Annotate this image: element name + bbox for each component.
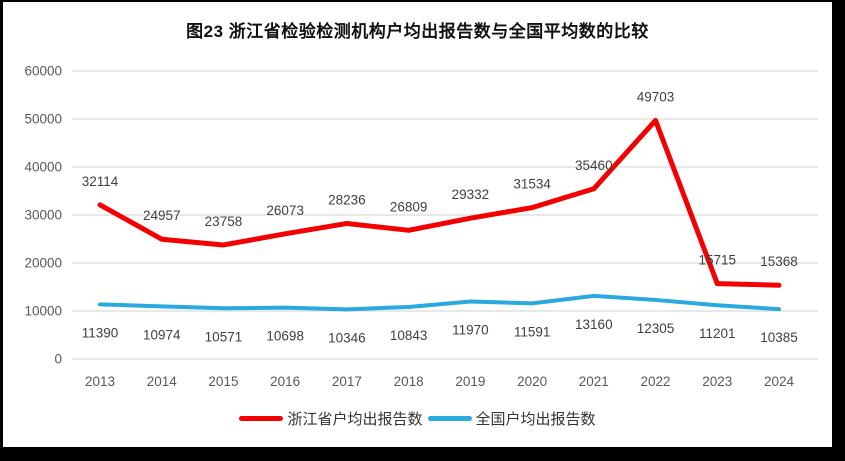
chart-title: 图23 浙江省检验检测机构户均出报告数与全国平均数的比较 [186, 22, 649, 41]
y-axis-tick-label: 20000 [24, 256, 62, 271]
data-label: 10843 [390, 328, 428, 343]
data-label: 10385 [760, 330, 798, 345]
data-label: 10346 [328, 330, 366, 345]
x-axis-tick-label: 2016 [270, 374, 300, 389]
data-label: 24957 [143, 208, 181, 223]
chart-area: 图23 浙江省检验检测机构户均出报告数与全国平均数的比较 0 10000 20000… [3, 2, 832, 447]
y-axis-tick-label: 0 [54, 352, 62, 367]
data-label: 26809 [390, 199, 428, 214]
data-label: 32114 [82, 174, 119, 189]
x-axis-tick-label: 2022 [641, 374, 671, 389]
series-line-1 [98, 293, 781, 312]
legend-label-zhejiang: 浙江省户均出报告数 [287, 411, 423, 428]
data-label: 35460 [575, 158, 613, 173]
series-line-0 [97, 117, 782, 288]
x-axis-tick-label: 2018 [394, 374, 424, 389]
y-axis-tick-label: 60000 [24, 64, 62, 79]
y-axis-tick-label: 40000 [24, 160, 62, 175]
x-axis-tick-label: 2015 [208, 374, 238, 389]
data-label: 15368 [760, 254, 798, 269]
data-label: 11591 [514, 324, 551, 339]
x-axis-tick-label: 2020 [517, 374, 547, 389]
data-label: 26073 [266, 203, 304, 218]
data-label: 31534 [513, 177, 551, 192]
data-label: 29332 [452, 187, 490, 202]
data-label: 10698 [266, 329, 304, 344]
data-label: 23758 [205, 214, 243, 229]
data-label: 11390 [82, 325, 119, 340]
legend-label-national: 全国户均出报告数 [475, 411, 596, 428]
data-label: 15715 [698, 253, 736, 268]
data-label: 13160 [575, 317, 613, 332]
legend-swatch-zhejiang-icon [239, 416, 284, 421]
data-label: 28236 [328, 192, 366, 207]
data-label: 10571 [205, 329, 243, 344]
y-axis-tick-label: 30000 [24, 208, 62, 223]
data-label: 10974 [143, 327, 181, 342]
line-chart: 0 10000 20000 30000 40000 50000 60000 2013 2014 2… [24, 64, 818, 389]
legend: 浙江省户均出报告数 全国户均出报告数 [3, 408, 832, 429]
legend-swatch-national-icon [427, 416, 472, 421]
data-label: 49703 [637, 89, 675, 104]
legend-item-zhejiang: 浙江省户均出报告数 [239, 408, 423, 429]
data-label: 12305 [637, 321, 675, 336]
y-axis-tick-label: 10000 [24, 304, 62, 319]
y-axis-tick-label: 50000 [24, 112, 62, 127]
x-axis-tick-label: 2017 [332, 374, 362, 389]
x-axis-tick-label: 2019 [455, 374, 485, 389]
legend-item-national: 全国户均出报告数 [427, 408, 596, 429]
x-axis-tick-label: 2023 [702, 374, 732, 389]
x-axis-tick-label: 2013 [85, 374, 115, 389]
data-label: 11201 [699, 326, 736, 341]
data-label: 11970 [452, 323, 489, 338]
x-axis-tick-label: 2014 [147, 374, 178, 389]
x-axis-tick-label: 2024 [764, 374, 795, 389]
x-axis-tick-label: 2021 [579, 374, 609, 389]
